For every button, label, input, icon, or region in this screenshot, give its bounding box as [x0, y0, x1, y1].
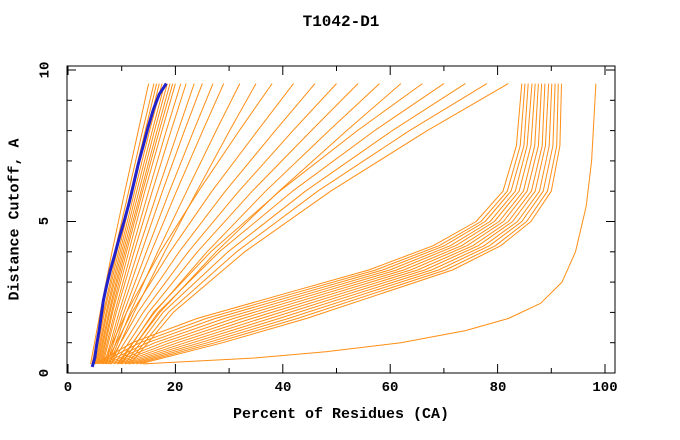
model-curve — [127, 83, 488, 365]
model-curve — [108, 83, 316, 365]
x-tick-label-20: 20 — [166, 380, 184, 396]
model-curve — [132, 83, 556, 365]
model-curve — [124, 83, 466, 365]
model-curve — [107, 83, 225, 365]
model-curve — [108, 83, 241, 365]
model-curve — [100, 83, 176, 365]
plot-border — [66, 65, 616, 374]
model-curve — [121, 83, 546, 365]
model-curve — [116, 83, 380, 365]
model-curve — [110, 83, 257, 365]
model-curve — [101, 83, 182, 365]
model-curve — [96, 83, 166, 365]
highlighted-curve — [90, 82, 168, 368]
model-curve — [118, 83, 423, 365]
x-tick-label-100: 100 — [592, 380, 618, 396]
model-curve — [105, 83, 533, 365]
x-tick-label-60: 60 — [381, 380, 399, 396]
model-curve — [136, 83, 559, 365]
x-tick-label-80: 80 — [489, 380, 507, 396]
model-curve — [124, 83, 550, 365]
model-curve — [94, 83, 163, 365]
model-curve — [105, 83, 203, 365]
model-curve — [97, 83, 168, 365]
model-curve — [139, 83, 562, 365]
model-curve — [113, 83, 539, 365]
model-curve — [102, 83, 273, 365]
model-curve — [102, 83, 529, 365]
model-curve — [109, 83, 536, 365]
model-curve — [102, 83, 187, 365]
model-curve — [106, 83, 214, 365]
x-tick-label-40: 40 — [274, 380, 292, 396]
x-tick-label-0: 0 — [63, 380, 73, 396]
model-curve — [111, 83, 337, 365]
model-curve — [121, 83, 445, 365]
y-tick-label-5: 5 — [37, 216, 53, 226]
model-curve — [94, 83, 523, 365]
model-curve — [90, 83, 150, 364]
y-tick-label-10: 10 — [37, 61, 53, 79]
model-curve — [114, 83, 359, 365]
x-axis-label: Percent of Residues (CA) — [232, 406, 450, 423]
model-curve — [120, 83, 402, 365]
model-curve — [128, 83, 553, 365]
model-curve — [98, 83, 526, 365]
model-curve — [105, 83, 294, 365]
model-curve — [99, 83, 174, 365]
model-curve — [117, 83, 543, 365]
chart-title: T1042-D1 — [302, 13, 380, 31]
model-curve — [143, 83, 597, 365]
model-curve — [129, 83, 509, 365]
model-curve — [98, 83, 171, 365]
model-curve — [104, 83, 195, 365]
